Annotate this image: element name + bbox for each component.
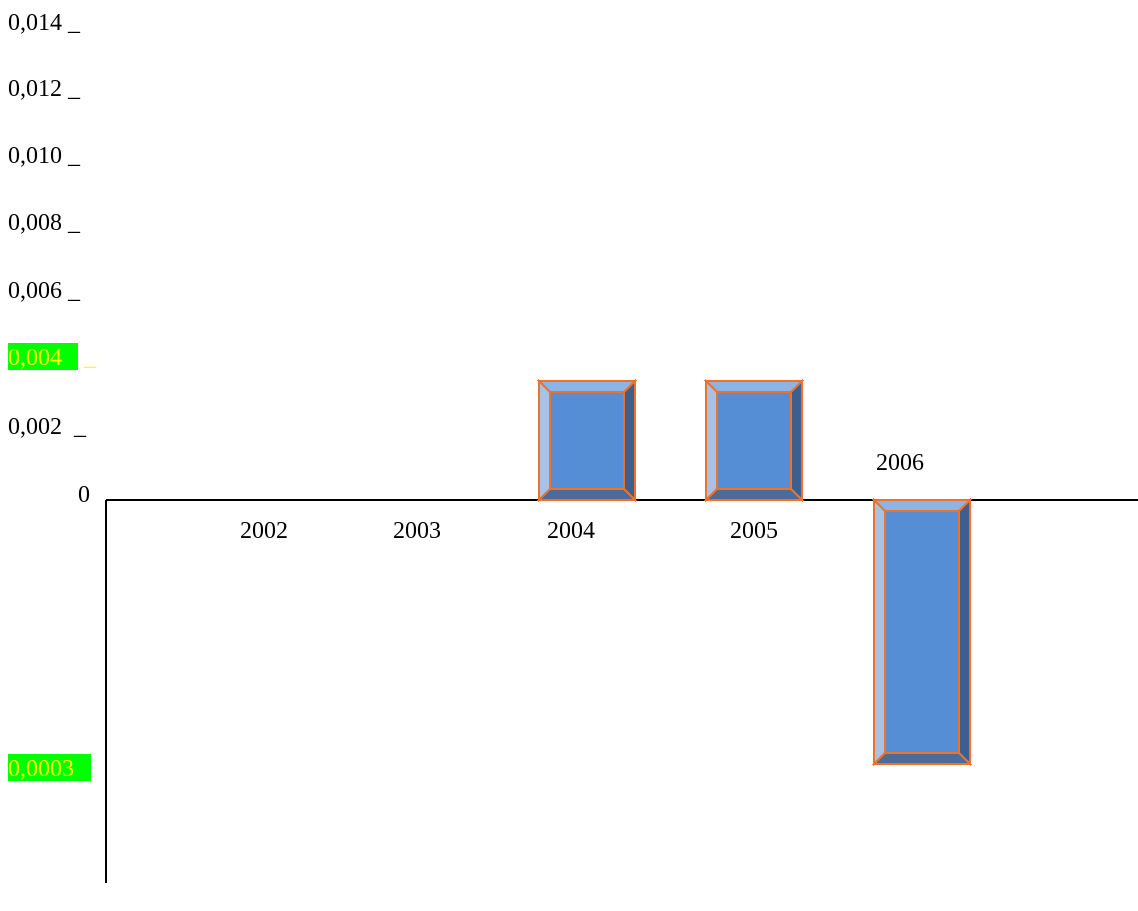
bar-2006-bevel-top (871, 499, 973, 512)
bar-2005-bevel-left (705, 378, 718, 503)
bar-2005-bevel-bottom (703, 488, 805, 501)
y-tick-highlight-bg (8, 343, 78, 370)
bar-2006-bevel-left (873, 497, 886, 767)
negative-annotation: 0,0003 (8, 756, 74, 782)
x-label-2002: 2002 (240, 518, 288, 544)
bar-2004-bevel-bottom (536, 488, 638, 501)
x-label-2003: 2003 (393, 518, 441, 544)
bar-2006-bevel-bottom (871, 752, 973, 765)
y-tick-label-0010: 0,010 _ (8, 143, 81, 169)
bar-2004-bevel-left (538, 378, 551, 503)
bar-2005-bevel-right (790, 378, 803, 503)
y-tick-label-0002: 0,002 _ (8, 414, 87, 440)
bar-2006-face (884, 510, 960, 754)
bar-2004-bevel-right (623, 378, 636, 503)
bar-2006-bevel-right (958, 497, 971, 767)
y-tick-label-0006: 0,006 _ (8, 278, 81, 304)
y-tick-label-0014: 0,014 _ (8, 10, 81, 36)
negative-annotation-bg (8, 754, 91, 781)
bar-2005-face (716, 391, 792, 490)
y-tick-label-0004: 0,004 (8, 345, 62, 371)
bar-2005-bevel-top (703, 380, 805, 393)
bars-group (536, 378, 973, 767)
bar-2004-face (549, 391, 625, 490)
bar-2004-bevel-top (536, 380, 638, 393)
y-tick-label-0008: 0,008 _ (8, 210, 81, 236)
y-tick-label-zero: 0 (78, 482, 90, 508)
x-label-2006: 2006 (876, 450, 924, 476)
x-label-2004: 2004 (547, 518, 595, 544)
y-tick-label-0012: 0,012 _ (8, 76, 81, 102)
x-label-2005: 2005 (730, 518, 778, 544)
y-tick-mark-0004: _ (83, 345, 97, 371)
